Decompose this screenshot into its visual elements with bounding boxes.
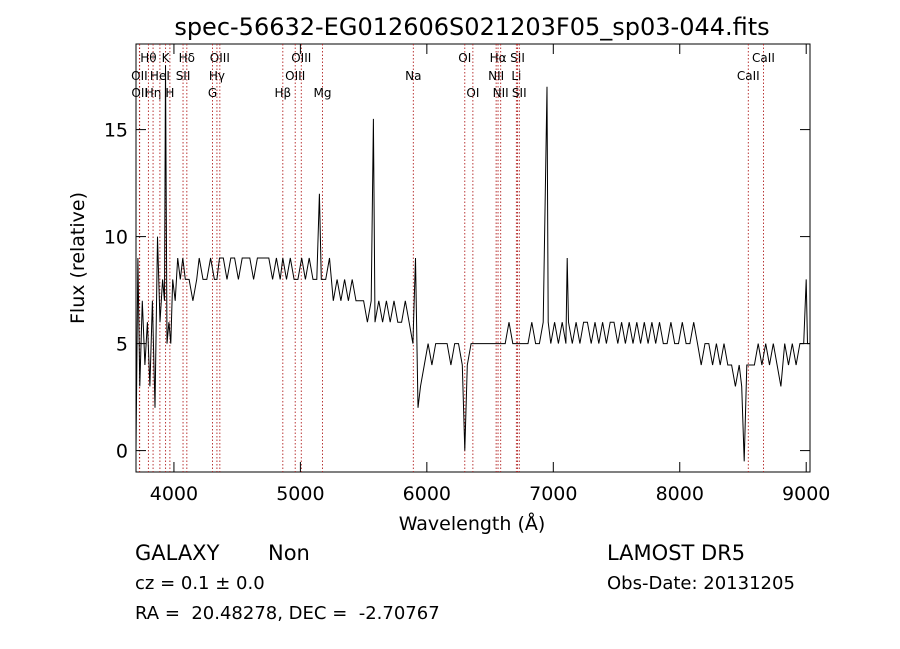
line-marker-label: Mg xyxy=(314,86,332,100)
line-marker-label: Hθ xyxy=(140,51,156,65)
line-marker-label: Hδ xyxy=(179,51,195,65)
line-marker-label: Li xyxy=(511,69,521,83)
x-tick-label: 4000 xyxy=(150,483,198,505)
line-marker-label: OIII xyxy=(291,51,311,65)
x-axis-ticks: 4000 5000 6000 7000 8000 9000 xyxy=(150,44,830,505)
object-subclass: Non xyxy=(268,541,310,565)
line-marker-label: G xyxy=(208,86,217,100)
y-tick-label: 0 xyxy=(116,441,128,463)
obs-date: Obs-Date: 20131205 xyxy=(607,573,795,594)
line-marker-label: SII xyxy=(512,86,527,100)
line-marker-label: CaII xyxy=(737,69,760,83)
x-tick-label: 6000 xyxy=(403,483,451,505)
line-marker-label: Hα xyxy=(490,51,507,65)
x-tick-label: 8000 xyxy=(656,483,704,505)
chart-title: spec-56632-EG012606S021203F05_sp03-044.f… xyxy=(174,13,769,41)
x-tick-label: 9000 xyxy=(782,483,830,505)
line-marker-label: Na xyxy=(405,69,421,83)
line-marker-label: OI xyxy=(466,86,479,100)
line-marker-label: CaII xyxy=(752,51,775,65)
y-tick-label: 5 xyxy=(116,334,128,356)
line-marker-label: NII xyxy=(493,86,509,100)
line-marker-label: OIII xyxy=(210,51,230,65)
object-class: GALAXY xyxy=(135,541,220,565)
cz-value: cz = 0.1 ± 0.0 xyxy=(135,573,265,594)
y-axis-label: Flux (relative) xyxy=(67,192,89,324)
spectrum-line xyxy=(135,65,810,462)
y-axis-ticks: 0 5 10 15 xyxy=(104,120,810,463)
x-axis-label: Wavelength (Å) xyxy=(399,512,546,535)
y-tick-label: 10 xyxy=(104,227,128,249)
line-marker-label: NII xyxy=(488,69,504,83)
line-marker-label: SII xyxy=(510,51,525,65)
line-marker-label: OI xyxy=(458,51,471,65)
x-tick-label: 5000 xyxy=(276,483,324,505)
survey-name: LAMOST DR5 xyxy=(607,541,746,565)
line-marker-label: Hη xyxy=(145,86,162,100)
line-marker-label: Hγ xyxy=(209,69,225,83)
y-tick-label: 15 xyxy=(104,120,128,142)
line-marker-label: HeI xyxy=(150,69,170,83)
line-marker-label: SII xyxy=(176,69,191,83)
line-marker-label: H xyxy=(165,86,174,100)
line-marker-label: OIII xyxy=(285,69,305,83)
coordinates: RA = 20.48278, DEC = -2.70767 xyxy=(135,603,440,624)
line-marker-label: Hβ xyxy=(274,86,291,100)
line-marker-label: OII xyxy=(131,86,148,100)
x-tick-label: 7000 xyxy=(529,483,577,505)
line-marker-label: K xyxy=(162,51,171,65)
